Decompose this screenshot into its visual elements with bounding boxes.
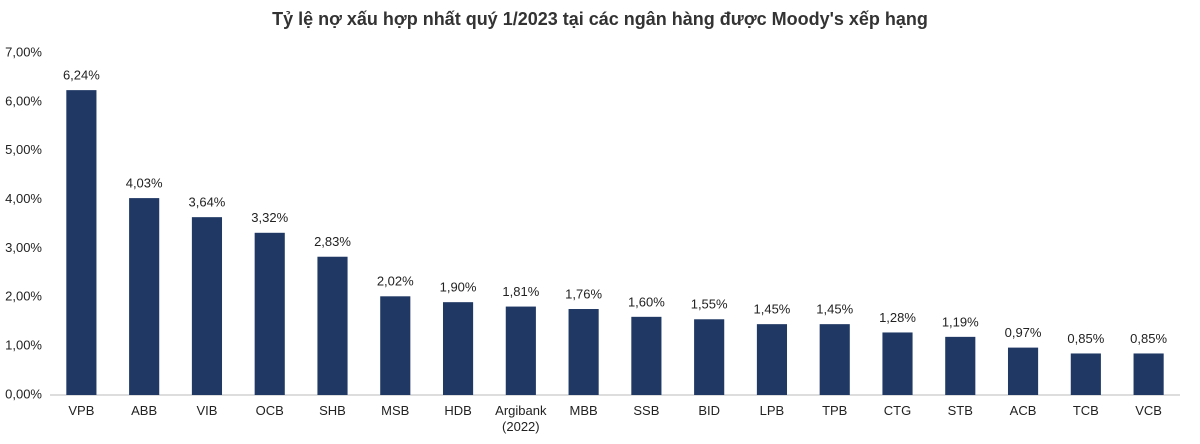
y-tick-label: 1,00% — [5, 338, 42, 353]
x-tick-label: HDB — [444, 403, 472, 418]
x-tick-label: MSB — [381, 403, 410, 418]
x-tick-label: VPB — [68, 403, 95, 418]
bar — [129, 198, 160, 395]
data-label: 3,64% — [189, 195, 226, 210]
data-label: 1,60% — [628, 294, 665, 309]
x-tick-label: VCB — [1135, 403, 1162, 418]
x-tick-label: CTG — [883, 403, 912, 418]
bar — [442, 302, 474, 395]
x-tick-label: TPB — [822, 403, 848, 418]
bar — [819, 324, 850, 395]
chart-title: Tỷ lệ nợ xấu hợp nhất quý 1/2023 tại các… — [272, 9, 928, 29]
bar — [66, 90, 97, 395]
y-tick-label: 5,00% — [5, 142, 42, 157]
data-label: 1,19% — [942, 314, 979, 329]
y-tick-label: 7,00% — [5, 44, 42, 59]
y-tick-label: 2,00% — [5, 289, 42, 304]
data-label: 0,85% — [1067, 331, 1104, 346]
data-label: 3,32% — [251, 210, 288, 225]
bar — [882, 332, 913, 395]
data-label: 1,81% — [502, 284, 539, 299]
bar — [317, 256, 348, 395]
x-tick-label: OCB — [255, 403, 284, 418]
data-label: 1,76% — [565, 286, 602, 301]
x-tick-label: LPB — [759, 403, 785, 418]
data-label: 2,02% — [377, 274, 414, 289]
bar — [694, 319, 725, 395]
bar — [631, 316, 662, 395]
data-label: 0,85% — [1130, 331, 1167, 346]
bar — [191, 217, 223, 395]
data-label: 1,28% — [879, 310, 916, 325]
x-tick-label: ACB — [1009, 403, 1037, 418]
data-label: 1,45% — [754, 302, 791, 317]
x-tick-label: Argibank (2022) — [495, 403, 547, 434]
x-tick-label: SHB — [319, 403, 346, 418]
bar — [945, 336, 976, 395]
y-tick-label: 0,00% — [5, 386, 42, 401]
y-tick-label: 3,00% — [5, 240, 42, 255]
bar — [1070, 353, 1101, 395]
bar — [568, 309, 599, 395]
bar — [254, 232, 285, 395]
y-tick-label: 4,00% — [5, 191, 42, 206]
data-label: 6,24% — [63, 68, 100, 83]
data-label: 1,45% — [816, 302, 853, 317]
bar — [380, 296, 411, 395]
data-label: 1,55% — [691, 297, 728, 312]
x-tick-label: MBB — [569, 403, 598, 418]
x-tick-label: TCB — [1072, 403, 1099, 418]
x-tick-label: SSB — [633, 403, 660, 418]
y-tick-label: 6,00% — [5, 93, 42, 108]
x-tick-label: BID — [698, 403, 720, 418]
data-label: 1,90% — [440, 280, 477, 295]
x-tick-label: ABB — [131, 403, 158, 418]
data-label: 0,97% — [1005, 325, 1042, 340]
data-label: 2,83% — [314, 234, 351, 249]
bar — [1133, 353, 1164, 395]
bar — [756, 324, 788, 395]
bar — [505, 306, 536, 395]
x-tick-label: VIB — [196, 403, 218, 418]
x-tick-label: STB — [947, 403, 973, 418]
bar — [1007, 347, 1039, 395]
data-label: 4,03% — [126, 176, 163, 191]
